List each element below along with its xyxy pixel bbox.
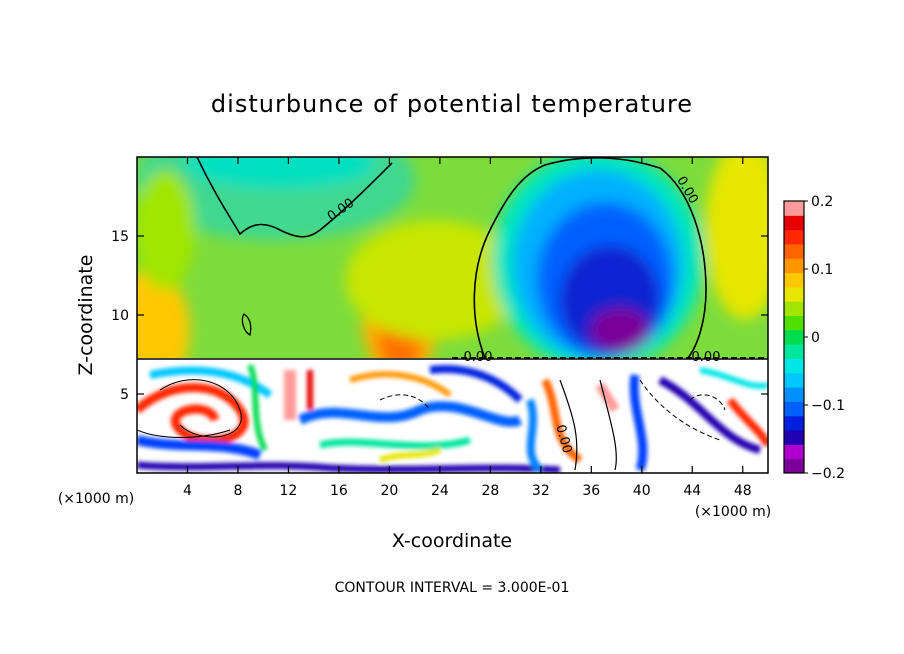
x-tick-label: 16 <box>330 483 348 499</box>
y-tick-label: 15 <box>111 229 129 245</box>
x-axis-label: X-coordinate <box>392 530 512 552</box>
colorbar-swatch <box>784 215 804 231</box>
colorbar-swatch <box>784 315 804 331</box>
colorbar-swatch <box>784 272 804 288</box>
x-tick-label: 36 <box>582 483 600 499</box>
y-axis: 5 10 15 <box>111 229 768 403</box>
y-axis-label: Z-coordinate <box>75 255 97 376</box>
x-unit-left: (×1000 m) <box>58 491 134 507</box>
contour-lines <box>137 157 768 471</box>
colorbar-swatch <box>784 344 804 359</box>
colorbar-swatch <box>784 372 804 388</box>
x-unit-right: (×1000 m) <box>695 504 771 520</box>
x-tick-label: 44 <box>683 483 701 499</box>
plot-area <box>137 157 768 473</box>
colorbar-swatch <box>784 401 804 417</box>
x-tick-label: 28 <box>481 483 499 499</box>
colorbar-swatch <box>784 358 804 374</box>
colorbar-tick-label: −0.1 <box>811 398 845 414</box>
x-tick-label: 40 <box>633 483 651 499</box>
colorbar-swatch <box>784 243 804 259</box>
colorbar: 0.2 0.1 0 −0.1 −0.2 <box>783 194 845 482</box>
colorbar-swatch <box>784 430 804 445</box>
colorbar-tick-label: −0.2 <box>811 466 845 482</box>
x-tick-label: 24 <box>431 483 449 499</box>
colorbar-tick-label: 0.1 <box>811 262 833 278</box>
upper-field <box>137 157 768 390</box>
x-tick-label: 12 <box>280 483 298 499</box>
colorbar-swatch <box>784 415 804 431</box>
colorbar-swatch <box>784 458 804 474</box>
y-tick-label: 10 <box>111 308 129 324</box>
x-tick-label: 48 <box>734 483 752 499</box>
contour-label: 0.00 <box>552 423 574 455</box>
colorbar-tick-label: 0.2 <box>811 194 833 210</box>
lower-field <box>137 358 768 473</box>
y-tick-label: 5 <box>120 387 129 403</box>
colorbar-swatch <box>784 444 804 460</box>
colorbar-swatch <box>784 387 804 402</box>
colorbar-swatch <box>784 258 804 274</box>
x-tick-label: 32 <box>532 483 550 499</box>
colorbar-swatch <box>784 229 804 245</box>
colorbar-swatch <box>784 301 804 317</box>
colorbar-tick-label: 0 <box>811 330 820 346</box>
colorbar-swatch <box>784 201 804 216</box>
chart-title: disturbunce of potential temperature <box>211 90 693 118</box>
x-tick-label: 4 <box>183 483 192 499</box>
colorbar-swatch <box>784 329 804 345</box>
colorbar-swatch <box>784 286 804 302</box>
x-axis: 4 8 12 16 20 24 28 32 36 40 44 48 <box>183 157 752 499</box>
x-tick-label: 8 <box>233 483 242 499</box>
contour-interval-note: CONTOUR INTERVAL = 3.000E-01 <box>335 580 570 596</box>
contour-label: 0.00 <box>464 350 493 365</box>
contour-label: 0.00 <box>692 350 721 365</box>
x-tick-label: 20 <box>380 483 398 499</box>
